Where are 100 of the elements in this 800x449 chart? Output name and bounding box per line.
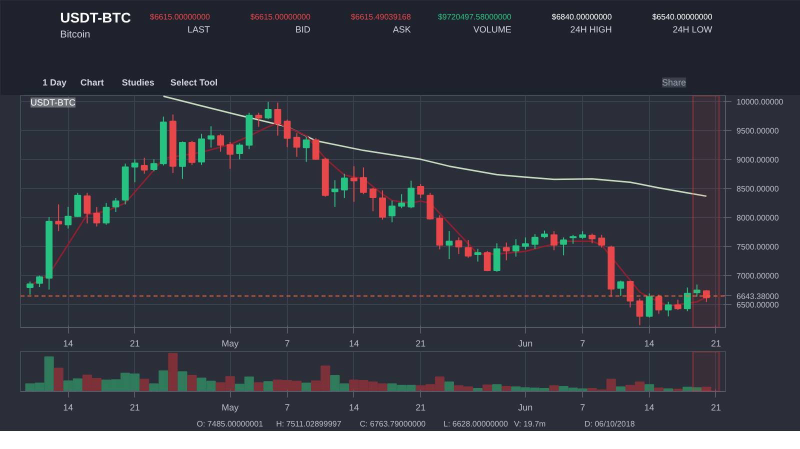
candlestick: [264, 101, 272, 120]
bar: [502, 386, 512, 392]
candlestick: [140, 157, 148, 174]
text: Share: [662, 78, 686, 88]
bar: [254, 382, 264, 392]
chart-subtitle: Bitcoin: [60, 30, 90, 40]
candlestick: [360, 166, 367, 195]
x-tick-label: 7: [284, 402, 290, 412]
candlestick: [655, 294, 662, 314]
bar: [492, 384, 502, 392]
candlestick: [93, 206, 100, 227]
text: BID: [295, 24, 311, 34]
candlestick: [102, 202, 110, 226]
candlestick: [493, 242, 500, 272]
candlestick: [179, 140, 186, 180]
ref-line-label: 6643.38000: [736, 292, 780, 301]
y-tick-label: 9000.00000: [736, 155, 780, 164]
candlestick: [398, 194, 406, 209]
candlestick: [664, 301, 672, 317]
candlestick: [626, 280, 634, 308]
candlestick: [255, 112, 262, 128]
candlestick: [64, 206, 72, 229]
candlestick: [474, 248, 482, 262]
bar: [140, 378, 150, 392]
x-tick-label: May: [222, 402, 240, 412]
y-tick-label: 10000.00000: [736, 97, 784, 106]
bar: [644, 384, 654, 392]
text: V: 19.7m: [514, 420, 546, 428]
candlestick: [274, 102, 282, 136]
bar: [616, 386, 626, 392]
candlestick: [379, 190, 386, 220]
x-tick-label: 14: [348, 402, 359, 412]
x-tick-label: 14: [348, 338, 359, 348]
text: VOLUME: [473, 24, 512, 34]
line-series: [162, 96, 708, 197]
x-tick-label: Jun: [518, 402, 533, 412]
candlestick: [55, 204, 62, 232]
candlestick: [646, 292, 653, 318]
candlestick: [598, 234, 606, 248]
x-tick-label: 14: [63, 402, 74, 412]
candlestick: [408, 180, 415, 209]
candlestick: [26, 280, 34, 296]
y-tick-label: 8500.00000: [736, 184, 780, 194]
candlestick: [302, 136, 310, 162]
annotation: USDT-BTC: [30, 98, 76, 108]
candlestick: [112, 197, 120, 212]
text: Select Tool: [170, 78, 218, 88]
bar: [444, 381, 454, 392]
bar: [187, 375, 197, 392]
text: H: 7511.02899997: [276, 420, 342, 428]
x-tick-label: 21: [710, 402, 721, 412]
text: O: 7485.00000001: [196, 420, 264, 428]
x-tick-label: 21: [416, 338, 426, 348]
candlestick: [502, 242, 510, 261]
candlestick: [370, 187, 376, 212]
candlestick: [532, 234, 538, 250]
candlestick: [84, 192, 91, 224]
candlestick: [417, 184, 424, 198]
candlestick: [188, 140, 196, 166]
candlestick: [522, 236, 529, 250]
y-tick-label: 6500.00000: [736, 300, 780, 310]
candlestick: [293, 132, 300, 158]
text: LAST: [187, 24, 210, 34]
candlestick: [455, 236, 462, 254]
candlestick: [350, 166, 358, 202]
y-tick-label: 8000.00000: [736, 213, 780, 222]
x-tick-label: 7: [580, 338, 586, 348]
text: $6615.00000000: [150, 12, 211, 22]
candlestick: [464, 239, 472, 258]
candlestick: [226, 142, 234, 170]
candlestick: [636, 298, 644, 326]
text: 24H HIGH: [570, 24, 612, 34]
candlestick: [702, 290, 710, 302]
candlestick: [684, 287, 691, 312]
candlestick: [617, 280, 624, 296]
text: Chart: [80, 78, 104, 88]
bar: [673, 388, 683, 392]
text: ASK: [392, 24, 411, 34]
candlestick: [217, 133, 224, 152]
candlestick: [131, 158, 138, 183]
x-tick-label: 14: [644, 338, 654, 348]
text: $9720497.58000000: [438, 12, 512, 22]
candlestick: [388, 200, 396, 223]
bar: [302, 382, 312, 392]
candlestick: [198, 133, 205, 166]
text: 1 Day: [42, 78, 67, 88]
text: C: 6763.79000000: [360, 420, 426, 428]
x-tick-label: 21: [710, 338, 721, 348]
y-tick-label: 9500.00000: [736, 126, 780, 136]
candlestick: [208, 126, 214, 148]
text: Studies: [122, 78, 154, 88]
bar: [482, 384, 492, 392]
text: $6840.00000000: [552, 12, 612, 22]
candlestick: [588, 233, 596, 244]
candlestick: [284, 119, 291, 148]
x-tick-label: May: [222, 338, 240, 348]
x-tick-label: 14: [644, 402, 654, 412]
text: L: 6628.00000000: [444, 420, 509, 428]
bar: [168, 352, 178, 392]
text: 24H LOW: [672, 24, 713, 34]
